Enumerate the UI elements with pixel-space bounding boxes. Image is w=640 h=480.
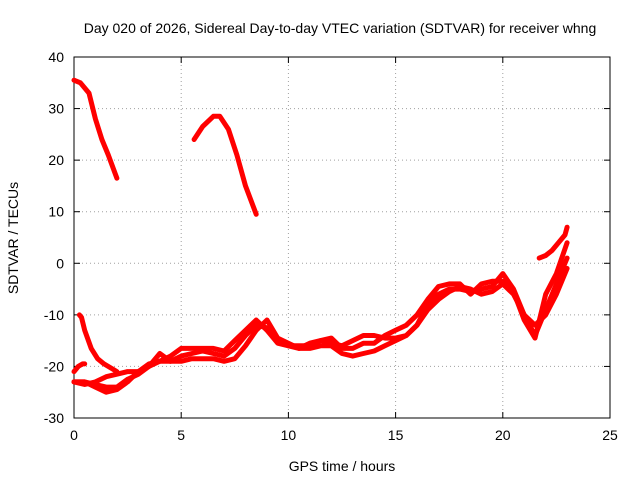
plot-frame <box>73 56 611 419</box>
y-tick-label: 40 <box>48 49 64 65</box>
y-tick-label: -10 <box>44 307 64 323</box>
series-segment-d <box>71 361 88 375</box>
chart-title: Day 020 of 2026, Sidereal Day-to-day VTE… <box>84 20 597 36</box>
y-tick-label: 0 <box>56 255 64 271</box>
series-track-3 <box>71 240 570 395</box>
y-tick-label: -30 <box>44 410 64 426</box>
grid-lines <box>74 57 610 418</box>
x-tick-label: 0 <box>70 427 78 443</box>
series-segment-b <box>191 113 259 217</box>
series-segment-e <box>536 224 570 261</box>
y-axis-label: SDTVAR / TECUs <box>5 182 21 294</box>
y-tick-label: -20 <box>44 358 64 374</box>
x-tick-label: 25 <box>602 427 618 443</box>
x-tick-label: 20 <box>495 427 511 443</box>
y-tick-label: 10 <box>48 204 64 220</box>
series-segment-a <box>71 77 120 181</box>
x-tick-label: 15 <box>388 427 404 443</box>
x-tick-label: 10 <box>281 427 297 443</box>
y-tick-label: 20 <box>48 152 64 168</box>
axis-ticks: 0 5 10 15 20 25 -30 -20 -10 0 10 20 30 40 <box>44 49 618 443</box>
y-tick-label: 30 <box>48 101 64 117</box>
x-tick-label: 5 <box>177 427 185 443</box>
x-axis-label: GPS time / hours <box>289 458 396 474</box>
series-segment-c <box>76 312 120 375</box>
data-series <box>71 77 570 395</box>
